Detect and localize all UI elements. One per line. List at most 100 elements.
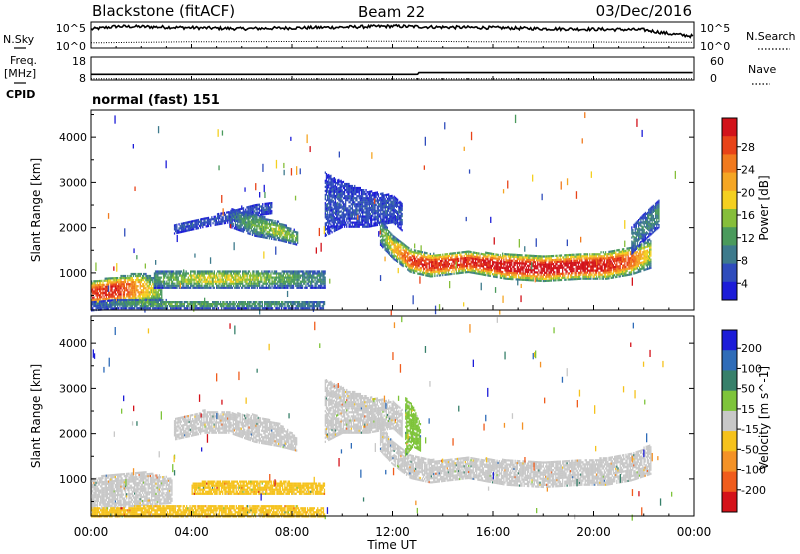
heatmap-cell: [325, 234, 328, 237]
heatmap-cell: [389, 207, 391, 210]
heatmap-cell: [233, 301, 235, 304]
heatmap-cell: [186, 301, 188, 304]
heatmap-cell: [383, 202, 385, 205]
heatmap-cell: [274, 228, 276, 231]
heatmap-cell: [141, 301, 144, 304]
heatmap-cell: [132, 283, 135, 286]
heatmap-cell: [391, 237, 393, 240]
heatmap-cell: [123, 293, 126, 296]
heatmap-cell: [388, 221, 390, 225]
heatmap-cell: [248, 280, 251, 283]
heatmap-cell: [236, 213, 238, 216]
heatmap-cell: [322, 307, 325, 310]
heatmap-cell: [153, 303, 155, 306]
heatmap-cell: [231, 270, 234, 273]
heatmap-cell: [193, 224, 195, 227]
heatmap-cell: [392, 200, 394, 203]
heatmap-cell: [181, 230, 184, 233]
heatmap-cell: [366, 201, 368, 204]
heatmap-cell: [253, 278, 255, 281]
heatmap-cell: [239, 282, 241, 285]
heatmap-cell: [272, 219, 274, 222]
heatmap-cell: [391, 247, 393, 250]
heatmap-cell: [273, 232, 275, 235]
heatmap-cell: [358, 207, 360, 210]
heatmap-cell: [379, 221, 382, 224]
heatmap-cell: [191, 284, 193, 287]
heatmap-cell: [402, 254, 404, 258]
heatmap-cell: [187, 301, 189, 304]
heatmap-cell: [216, 305, 218, 308]
heatmap-cell: [207, 278, 209, 281]
heatmap-cell: [382, 198, 384, 201]
heatmap-cell: [139, 295, 141, 298]
heatmap-cell: [243, 212, 246, 215]
heatmap-cell: [101, 283, 103, 287]
heatmap-cell: [129, 298, 131, 302]
heatmap-cell: [225, 301, 227, 304]
heatmap-cell: [237, 224, 239, 227]
heatmap-cell: [307, 270, 309, 273]
heatmap-cell: [333, 217, 335, 220]
heatmap-cell: [262, 286, 264, 289]
heatmap-cell: [277, 232, 280, 235]
heatmap-cell: [223, 301, 225, 304]
heatmap-cell: [266, 220, 268, 223]
heatmap-cell: [320, 282, 322, 285]
heatmap-cell: [188, 227, 190, 230]
heatmap-cell: [205, 278, 208, 281]
heatmap-cell: [347, 213, 349, 216]
heatmap-cell: [324, 272, 326, 275]
heatmap-cell: [205, 270, 208, 273]
heatmap-cell: [384, 240, 386, 243]
heatmap-cell: [355, 217, 357, 220]
heatmap-cell: [135, 291, 137, 294]
heatmap-cell: [200, 284, 202, 287]
heatmap-cell: [195, 284, 197, 287]
heatmap-cell: [337, 226, 339, 229]
heatmap-cell: [407, 252, 409, 255]
heatmap-cell: [350, 189, 352, 192]
heatmap-cell: [352, 201, 355, 204]
heatmap-cell: [180, 270, 183, 273]
heatmap-cell: [393, 258, 395, 261]
heatmap-cell: [389, 243, 391, 246]
heatmap-cell: [139, 272, 141, 276]
heatmap-cell: [131, 293, 133, 296]
heatmap-cell: [367, 223, 369, 226]
heatmap-cell: [312, 272, 314, 275]
heatmap-cell: [286, 305, 288, 308]
heatmap-cell: [256, 305, 258, 308]
heatmap-cell: [363, 223, 365, 226]
heatmap-cell: [209, 270, 211, 273]
heatmap-cell: [270, 202, 272, 205]
heatmap-cell: [167, 303, 170, 306]
heatmap-cell: [135, 305, 137, 308]
heatmap-cell: [280, 305, 283, 308]
heatmap-cell: [230, 276, 232, 279]
heatmap-cell: [276, 220, 278, 223]
heatmap-cell: [340, 179, 342, 182]
heatmap-cell: [103, 306, 105, 309]
heatmap-cell: [160, 305, 162, 308]
heatmap-cell: [398, 253, 400, 256]
heatmap-cell: [240, 303, 242, 306]
heatmap-cell: [237, 280, 239, 283]
heatmap-cell: [279, 274, 281, 277]
heatmap-cell: [266, 234, 268, 237]
heatmap-cell: [161, 303, 163, 306]
heatmap-cell: [396, 240, 399, 243]
heatmap-cell: [180, 228, 182, 231]
heatmap-cell: [263, 274, 265, 277]
heatmap-cell: [215, 219, 217, 222]
heatmap-cell: [185, 284, 187, 287]
heatmap-cell: [269, 303, 271, 306]
heatmap-cell: [329, 207, 331, 211]
heatmap-cell: [326, 203, 329, 206]
heatmap-cell: [323, 286, 325, 289]
heatmap-cell: [308, 278, 310, 281]
heatmap-cell: [243, 216, 246, 219]
heatmap-cell: [334, 211, 337, 214]
heatmap-cell: [102, 287, 104, 291]
heatmap-cell: [272, 276, 274, 279]
